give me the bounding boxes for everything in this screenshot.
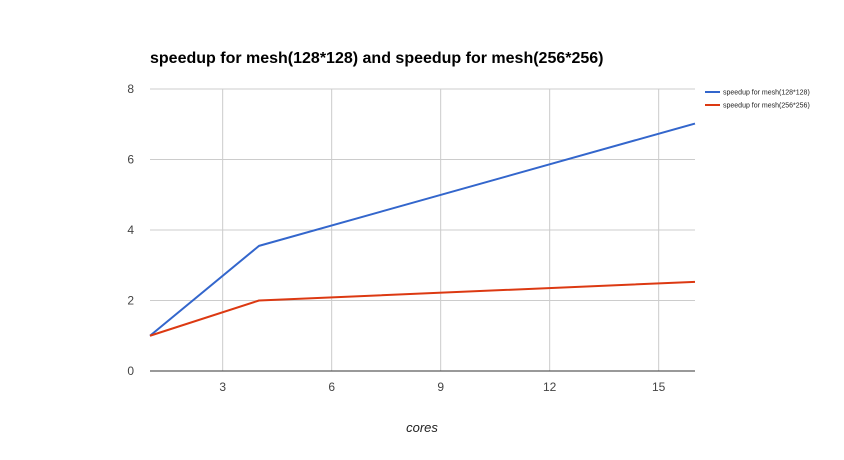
series-lines xyxy=(149,122,696,337)
x-tick-label: 12 xyxy=(543,380,557,394)
legend-item-1[interactable]: speedup for mesh(128*128) xyxy=(705,90,810,97)
y-tick-label: 8 xyxy=(127,82,134,96)
y-tick-label: 2 xyxy=(127,294,134,308)
x-tick-label: 6 xyxy=(328,380,335,394)
gridlines xyxy=(150,88,695,371)
x-tick-label: 3 xyxy=(219,380,226,394)
y-tick-labels: 0 2 4 6 8 xyxy=(127,82,134,378)
y-tick-label: 4 xyxy=(127,223,134,237)
y-tick-label: 6 xyxy=(127,153,134,167)
x-tick-label: 9 xyxy=(437,380,444,394)
chart-title: speedup for mesh(128*128) and speedup fo… xyxy=(150,50,604,67)
series-line-1 xyxy=(149,122,696,337)
x-tick-labels: 3 6 9 12 15 xyxy=(219,380,665,394)
legend[interactable]: speedup for mesh(128*128) speedup for mes… xyxy=(705,90,810,110)
legend-label: speedup for mesh(128*128) xyxy=(723,90,810,97)
legend-item-2[interactable]: speedup for mesh(256*256) xyxy=(705,103,810,110)
series-line-2 xyxy=(149,280,696,337)
y-tick-label: 0 xyxy=(127,364,134,378)
x-axis-label: cores xyxy=(406,420,438,435)
x-tick-label: 15 xyxy=(652,380,666,394)
legend-label: speedup for mesh(256*256) xyxy=(723,103,810,110)
